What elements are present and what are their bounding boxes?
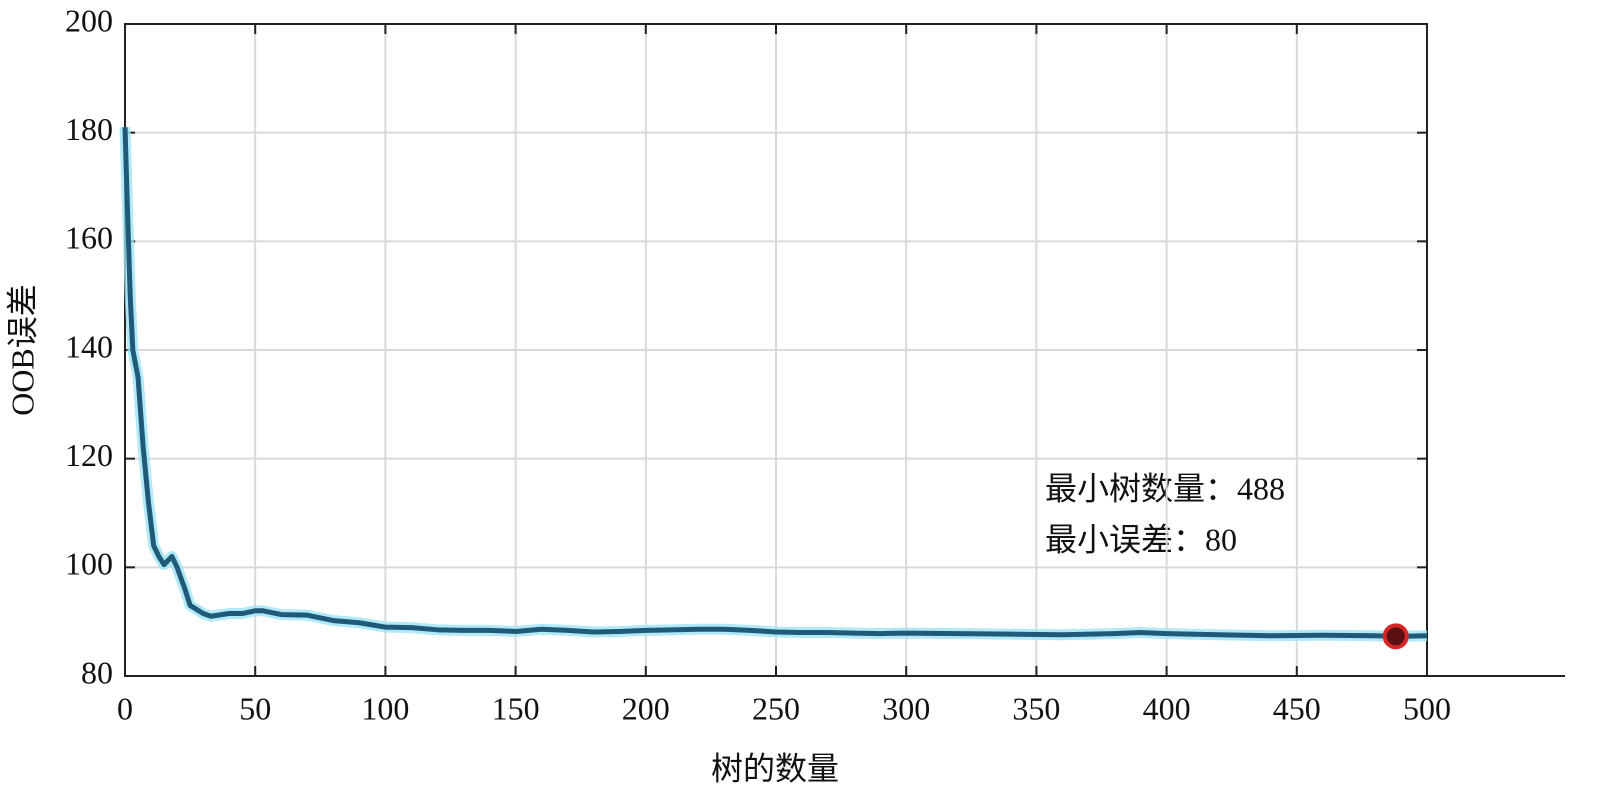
x-axis-label: 树的数量: [711, 750, 839, 786]
x-tick-label: 300: [882, 690, 930, 726]
x-tick-label: 350: [1012, 690, 1060, 726]
y-axis-label: OOB误差: [4, 284, 40, 416]
x-tick-label: 150: [492, 690, 540, 726]
y-tick-label: 80: [81, 654, 113, 690]
y-tick-label: 120: [65, 437, 113, 473]
annotation: 最小误差：80: [1045, 521, 1237, 557]
x-tick-label: 500: [1403, 690, 1451, 726]
x-tick-label: 50: [239, 690, 271, 726]
x-tick-label: 250: [752, 690, 800, 726]
annotation: 最小树数量：488: [1045, 470, 1285, 506]
y-tick-label: 200: [65, 2, 113, 38]
x-tick-label: 400: [1143, 690, 1191, 726]
plot-frame: [124, 23, 1428, 677]
x-tick-label: 0: [117, 690, 133, 726]
line: [122, 127, 1428, 639]
y-tick-label: 100: [65, 546, 113, 582]
y-tick-label: 140: [65, 328, 113, 364]
x-tick-label: 200: [622, 690, 670, 726]
y-tick-label: 160: [65, 220, 113, 256]
x-tick-label: 450: [1273, 690, 1321, 726]
y-tick-label: 180: [65, 111, 113, 147]
min-marker: [1382, 623, 1409, 650]
x-tick-label: 100: [361, 690, 409, 726]
